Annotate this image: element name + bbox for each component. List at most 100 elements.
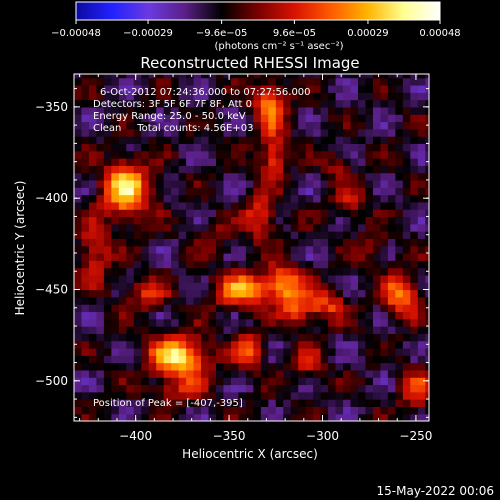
heatmap-cell [156,384,165,393]
heatmap-cell [283,106,292,115]
heatmap-cell [283,369,292,378]
heatmap-cell [402,158,411,166]
heatmap-cell [320,201,329,210]
heatmap-cell [290,99,299,108]
heatmap-cell [156,267,165,276]
heatmap-cell [313,187,322,196]
heatmap-cell [290,377,299,386]
heatmap-cell [275,77,284,86]
heatmap-cell [208,362,217,371]
heatmap-cell [335,201,344,210]
heatmap-cell [238,201,247,210]
heatmap-cell [96,128,105,137]
heatmap-cell [111,238,120,247]
heatmap-cell [275,274,284,283]
heatmap-cell [268,384,277,393]
heatmap-cell [245,92,254,101]
heatmap-cell [372,274,382,283]
heatmap-cell [358,326,367,334]
heatmap-cell [208,172,217,181]
heatmap-cell [245,296,254,305]
heatmap-cell [178,333,187,342]
heatmap-cell [320,209,329,218]
heatmap-cell [313,99,322,108]
heatmap-cell [365,99,374,108]
heatmap-cell [103,289,112,298]
heatmap-cell [402,369,411,378]
heatmap-cell [193,413,202,421]
heatmap-cell [283,289,292,298]
heatmap-cell [238,74,247,79]
heatmap-cell [208,165,217,174]
heatmap-cell [230,311,240,320]
heatmap-cell [148,318,157,327]
heatmap-cell [178,136,187,144]
heatmap-cell [305,245,314,254]
heatmap-cell [387,311,396,320]
heatmap-cell [358,289,367,298]
heatmap-cell [208,296,217,305]
heatmap-cell [111,289,120,298]
heatmap-cell [163,179,172,188]
heatmap-cell [402,172,411,181]
heatmap-cell [410,209,419,218]
heatmap-cell [275,413,284,421]
heatmap-cell [350,74,359,79]
heatmap-cell [290,121,299,130]
heatmap-cell [156,252,165,261]
heatmap-cell [81,106,90,115]
heatmap-cell [260,289,269,298]
heatmap-cell [260,209,269,218]
heatmap-cell [253,99,262,108]
heatmap-cell [387,369,396,378]
heatmap-cell [216,216,225,225]
heatmap-cell [141,74,150,79]
heatmap-cell [268,92,277,101]
heatmap-cell [148,340,157,349]
heatmap-cell [126,194,135,203]
heatmap-cell [230,326,240,334]
heatmap-cell [268,333,277,342]
heatmap-cell [111,406,120,415]
heatmap-cell [163,260,172,269]
heatmap-cell [365,289,374,298]
heatmap-cell [253,304,262,313]
heatmap-cell [103,136,112,144]
heatmap-cell [171,413,180,421]
heatmap-cell [402,282,411,291]
heatmap-cell [118,304,127,313]
heatmap-cell [298,158,307,166]
heatmap-cell [268,136,277,144]
heatmap-cell [313,74,322,79]
heatmap-cell [253,209,262,218]
heatmap-cell [186,326,195,334]
heatmap-cell [268,406,277,415]
heatmap-cell [74,179,83,188]
heatmap-cell [156,326,165,334]
heatmap-cell [178,340,187,349]
heatmap-cell [298,282,307,291]
heatmap-cell [387,158,396,166]
heatmap-cell [365,391,374,400]
heatmap-cell [268,209,277,218]
heatmap-cell [186,260,195,269]
heatmap-cell [253,413,262,421]
heatmap-cell [81,413,90,421]
heatmap-cell [238,318,247,327]
heatmap-cell [298,260,307,269]
heatmap-cell [328,106,337,115]
heatmap-cell [111,333,120,342]
heatmap-cell [260,136,269,144]
heatmap-cell [372,179,382,188]
heatmap-cell [298,223,307,232]
heatmap-cell [148,106,157,115]
heatmap-cell [156,377,165,386]
heatmap-cell [178,399,187,407]
heatmap-cell [268,369,277,378]
heatmap-cell [387,121,396,130]
heatmap-cell [253,333,262,342]
heatmap-cell [88,369,98,378]
heatmap-cell [141,318,150,327]
heatmap-cell [238,311,247,320]
heatmap-cell [350,340,359,349]
